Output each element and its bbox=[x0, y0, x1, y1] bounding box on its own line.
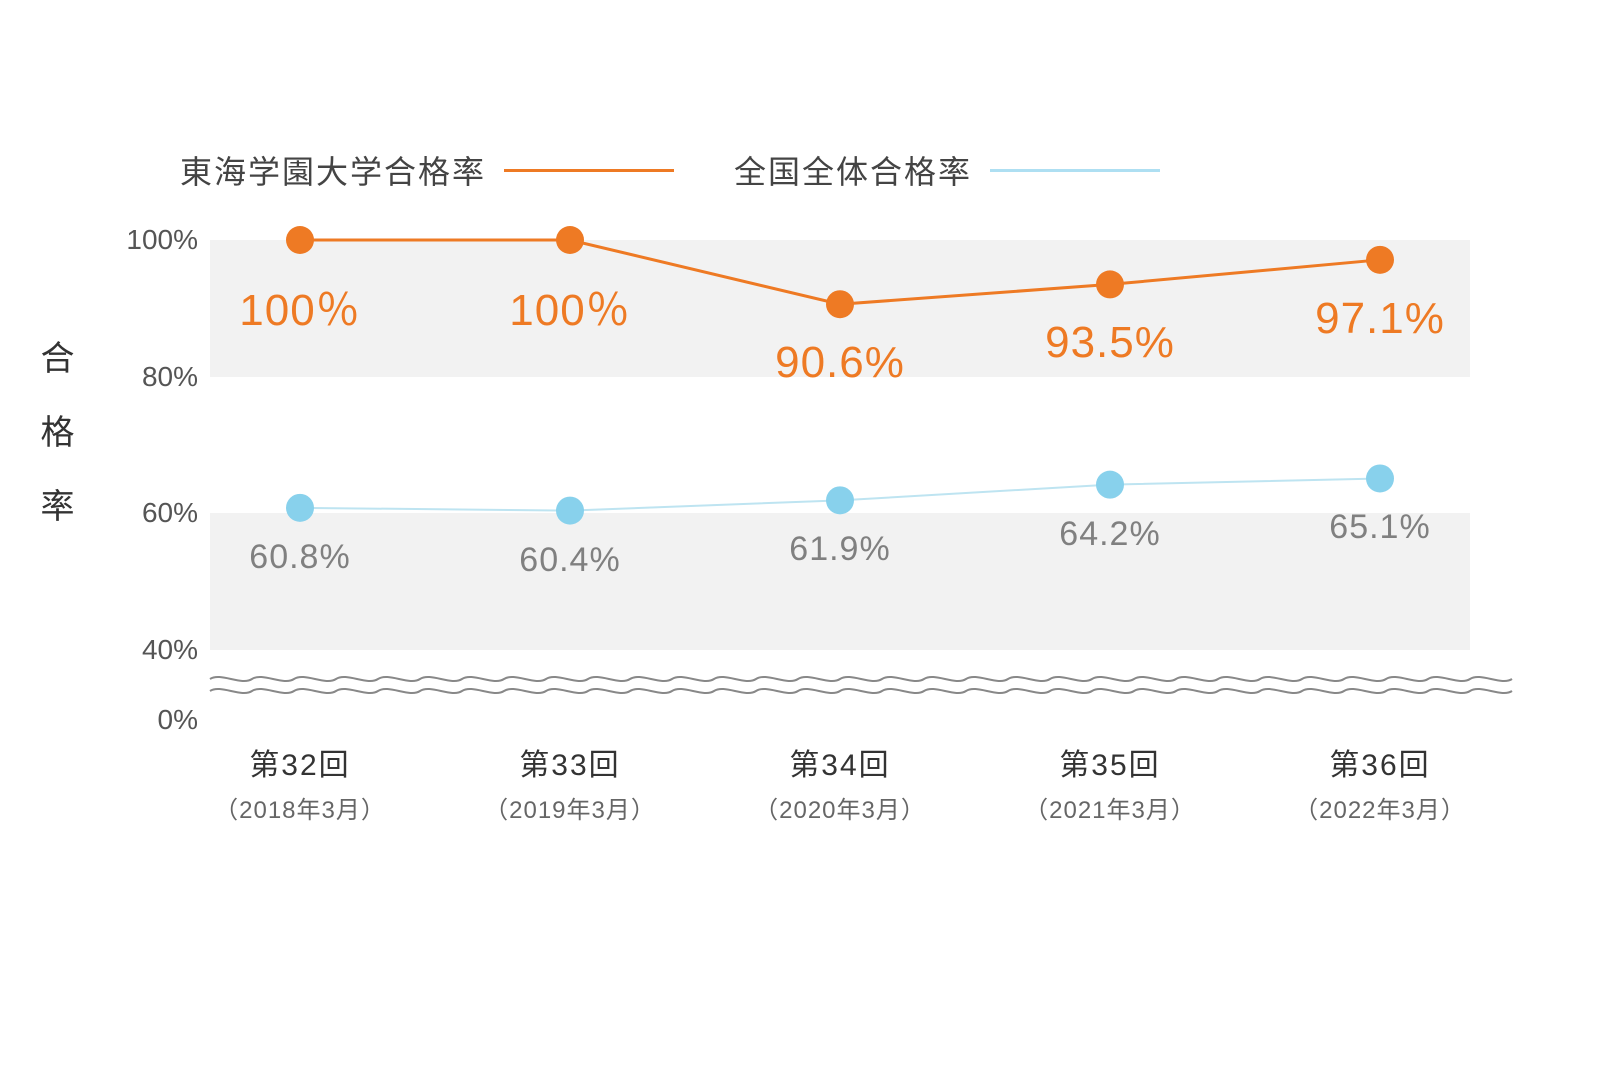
x-tick-main: 第32回 bbox=[214, 740, 386, 784]
y-tick-label: 40% bbox=[142, 634, 198, 666]
series-marker bbox=[1366, 464, 1394, 492]
x-tick-main: 第33回 bbox=[484, 740, 656, 784]
x-tick-sub: （2020年3月） bbox=[754, 790, 926, 825]
legend-label-series1: 東海学園大学合格率 bbox=[180, 147, 486, 193]
x-tick-sub: （2022年3月） bbox=[1294, 790, 1466, 825]
legend-item-series1: 東海学園大学合格率 bbox=[180, 147, 674, 193]
x-tick: 第32回 （2018年3月） bbox=[214, 740, 386, 825]
value-label: 65.1% bbox=[1329, 508, 1430, 547]
x-tick-main: 第36回 bbox=[1294, 740, 1466, 784]
value-label: 90.6% bbox=[775, 338, 905, 388]
y-tick-label: 60% bbox=[142, 497, 198, 529]
series-marker bbox=[286, 494, 314, 522]
series-marker bbox=[286, 226, 314, 254]
value-label: 60.4% bbox=[519, 541, 620, 580]
series-marker bbox=[1096, 471, 1124, 499]
value-label: 64.2% bbox=[1059, 515, 1160, 554]
y-tick-label: 80% bbox=[142, 361, 198, 393]
legend: 東海学園大学合格率 全国全体合格率 bbox=[180, 140, 1410, 200]
plot-area: 0%40%60%80%100%第32回（2018年3月）第33回（2019年3月… bbox=[210, 240, 1470, 720]
value-label: 60.8% bbox=[249, 538, 350, 577]
x-tick-sub: （2021年3月） bbox=[1024, 790, 1196, 825]
value-label: 61.9% bbox=[789, 530, 890, 569]
x-tick-main: 第35回 bbox=[1024, 740, 1196, 784]
x-tick: 第33回 （2019年3月） bbox=[484, 740, 656, 825]
x-tick-main: 第34回 bbox=[754, 740, 926, 784]
legend-label-series2: 全国全体合格率 bbox=[734, 147, 972, 193]
y-tick-label: 0% bbox=[158, 704, 198, 736]
line-layer bbox=[210, 240, 1470, 720]
legend-swatch-series1 bbox=[504, 169, 674, 172]
value-label: 93.5% bbox=[1045, 318, 1175, 368]
pass-rate-chart: 東海学園大学合格率 全国全体合格率 合格率 0%40%60%80%100%第32… bbox=[100, 140, 1510, 940]
x-tick-sub: （2019年3月） bbox=[484, 790, 656, 825]
y-tick-label: 100% bbox=[126, 224, 198, 256]
value-label: 100％ bbox=[239, 274, 360, 338]
x-tick-sub: （2018年3月） bbox=[214, 790, 386, 825]
series-marker bbox=[556, 497, 584, 525]
x-tick: 第35回 （2021年3月） bbox=[1024, 740, 1196, 825]
value-label: 100％ bbox=[509, 274, 630, 338]
series-marker bbox=[1096, 270, 1124, 298]
series-marker bbox=[826, 486, 854, 514]
series-marker bbox=[556, 226, 584, 254]
y-axis-label: 合格率 bbox=[30, 340, 79, 562]
legend-item-series2: 全国全体合格率 bbox=[734, 147, 1160, 193]
x-tick: 第36回 （2022年3月） bbox=[1294, 740, 1466, 825]
series-marker bbox=[826, 290, 854, 318]
legend-swatch-series2 bbox=[990, 169, 1160, 172]
x-tick: 第34回 （2020年3月） bbox=[754, 740, 926, 825]
series-marker bbox=[1366, 246, 1394, 274]
value-label: 97.1% bbox=[1315, 294, 1445, 344]
